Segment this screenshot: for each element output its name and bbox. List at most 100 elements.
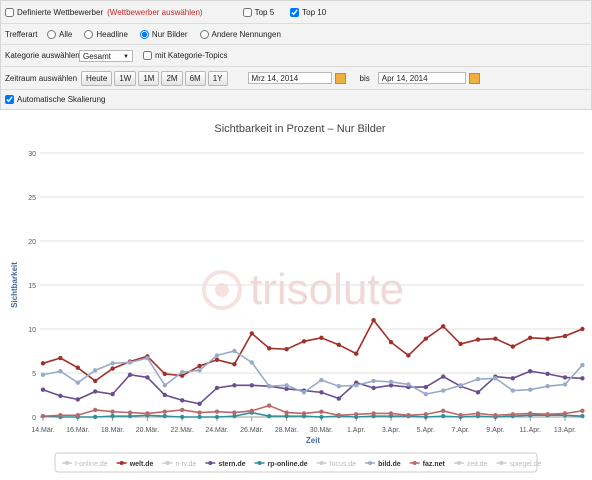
data-point — [232, 410, 237, 415]
legend-item[interactable]: rp-online.de — [254, 461, 308, 468]
period-button[interactable]: 1W — [114, 70, 137, 86]
data-point — [180, 373, 185, 378]
competitor-row: Definierte Wettbewerber (Wettbewerber au… — [1, 1, 591, 24]
data-point — [493, 413, 498, 418]
data-point — [110, 366, 115, 371]
competitor-label: Definierte Wettbewerber — [17, 7, 104, 17]
legend-item[interactable]: faz.net — [409, 461, 446, 468]
data-point — [475, 390, 481, 395]
data-point — [319, 409, 324, 414]
legend-label: spiegel.de — [509, 461, 541, 468]
top10-checkbox[interactable] — [290, 7, 300, 17]
watermark-logo — [202, 270, 242, 310]
data-point — [388, 411, 394, 416]
data-point — [127, 413, 133, 419]
top10-label: Top 10 — [302, 7, 327, 17]
x-tick-label: 11.Apr. — [519, 427, 541, 434]
period-button[interactable]: 2M — [161, 70, 183, 86]
y-tick-label: 30 — [28, 151, 36, 158]
data-point — [75, 380, 81, 385]
data-point — [249, 331, 254, 336]
x-tick-label: 1.Apr. — [347, 427, 365, 434]
data-point — [336, 413, 341, 418]
legend-swatch — [119, 461, 124, 465]
legend-swatch — [165, 461, 170, 465]
legend-item[interactable]: zeit.de — [453, 461, 488, 468]
data-point — [93, 414, 98, 420]
legend-item[interactable]: bild.de — [365, 461, 401, 468]
legend-item[interactable]: spiegel.de — [496, 461, 541, 468]
data-point — [510, 344, 515, 349]
data-point — [441, 324, 446, 329]
data-point — [162, 383, 167, 388]
period-button[interactable]: 6M — [184, 70, 206, 86]
data-point — [197, 401, 202, 406]
data-point — [528, 411, 533, 416]
hit-type-label: Trefferart — [5, 29, 38, 39]
x-tick-label: 30.Mär. — [310, 427, 333, 434]
data-point — [180, 369, 185, 375]
topics-checkbox[interactable] — [143, 51, 152, 60]
hit-type-radio[interactable] — [84, 29, 94, 39]
legend-item[interactable]: t-online.de — [62, 461, 108, 468]
autoscale-row: Automatische Skalierung — [1, 90, 591, 109]
series-line — [42, 411, 583, 418]
data-point — [580, 326, 585, 332]
data-point — [423, 391, 428, 397]
x-tick-label: 16.Mär. — [66, 427, 89, 434]
legend-swatch — [208, 461, 213, 465]
hit-type-row: Trefferart Alle Headline Nur Bilder Andere … — [1, 24, 591, 45]
calendar-icon[interactable] — [334, 72, 346, 84]
data-point — [180, 414, 185, 420]
competitor-checkbox[interactable] — [5, 7, 14, 17]
legend-item[interactable]: n-tv.de — [162, 461, 196, 468]
period-button[interactable]: Heute — [81, 70, 113, 86]
category-select[interactable]: Gesamt ▼ — [79, 49, 133, 62]
data-point — [493, 336, 498, 341]
data-point — [545, 336, 550, 341]
series-line — [42, 350, 583, 395]
data-point — [371, 318, 376, 323]
data-point — [75, 365, 81, 370]
hit-type-radio[interactable] — [139, 29, 149, 39]
data-point — [528, 335, 533, 340]
data-point — [40, 387, 46, 392]
data-point — [284, 347, 289, 352]
period-button[interactable]: 1M — [138, 70, 160, 86]
hit-type-radio[interactable] — [199, 29, 209, 39]
data-point — [441, 408, 446, 414]
data-point — [562, 333, 568, 339]
legend-label: focus.de — [330, 461, 357, 468]
competitor-link[interactable]: (Wettbewerber auswählen) — [107, 7, 203, 17]
data-point — [580, 362, 585, 368]
data-point — [354, 412, 359, 417]
legend-item[interactable]: welt.de — [116, 461, 154, 468]
date-to[interactable]: Apr 14, 2014 — [377, 72, 466, 84]
legend-swatch — [319, 461, 324, 465]
data-point — [580, 408, 585, 414]
hit-type-option: Nur Bilder — [139, 29, 188, 39]
x-tick-label: 24.Mär. — [205, 427, 228, 434]
period-button[interactable]: 1Y — [207, 70, 228, 86]
data-point — [371, 411, 376, 416]
legend-box — [54, 452, 538, 473]
category-value: Gesamt — [83, 51, 112, 61]
data-point — [423, 412, 428, 417]
y-tick-label: 10 — [28, 327, 36, 334]
data-point — [475, 337, 481, 342]
data-point — [232, 383, 237, 388]
legend-item[interactable]: stern.de — [205, 461, 246, 468]
date-from[interactable]: Mrz 14, 2014 — [247, 72, 332, 84]
data-point — [301, 339, 307, 344]
data-point — [127, 410, 133, 415]
data-point — [214, 414, 220, 420]
autoscale-label: Automatische Skalierung — [17, 95, 106, 104]
legend-item[interactable]: focus.de — [316, 461, 357, 468]
hit-type-radio[interactable] — [47, 29, 56, 39]
data-point — [406, 382, 411, 387]
calendar-icon[interactable] — [468, 72, 480, 84]
top5-checkbox[interactable] — [242, 7, 252, 17]
data-point — [510, 376, 515, 381]
autoscale-checkbox[interactable] — [5, 95, 14, 104]
